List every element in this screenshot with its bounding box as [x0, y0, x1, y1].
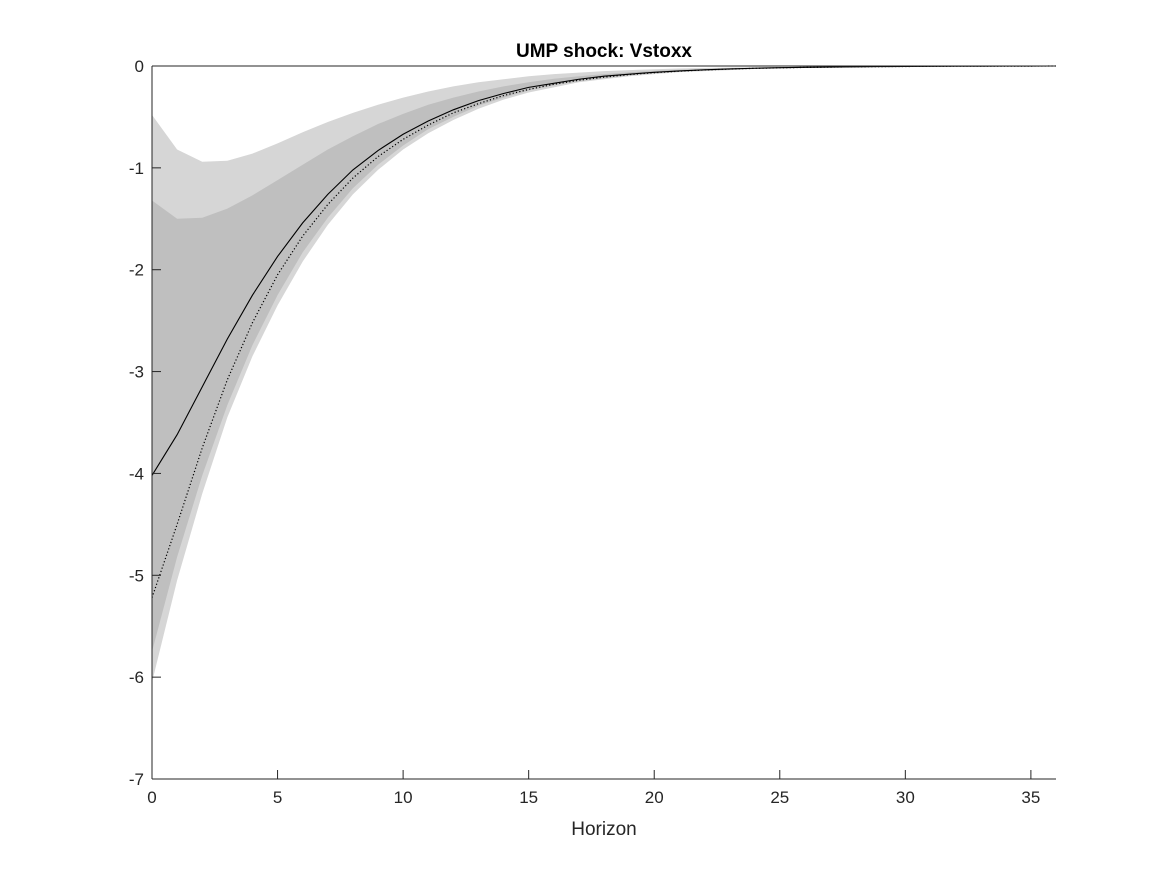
x-tick-label: 25	[770, 788, 789, 807]
x-tick-label: 30	[896, 788, 915, 807]
x-tick-label: 10	[394, 788, 413, 807]
y-tick-label: -7	[129, 770, 144, 789]
y-tick-label: -5	[129, 566, 144, 585]
y-tick-label: 0	[135, 57, 144, 76]
band-outer	[152, 66, 1056, 683]
x-tick-label: 20	[645, 788, 664, 807]
x-tick-label: 15	[519, 788, 538, 807]
dotted-response-line	[151, 65, 1057, 598]
y-tick-label: -4	[129, 464, 144, 483]
x-tick-label: 35	[1021, 788, 1040, 807]
x-tick-label: 5	[273, 788, 282, 807]
confidence-bands	[152, 66, 1056, 683]
chart-title: UMP shock: Vstoxx	[516, 41, 692, 62]
axes: 0 5 10 15 20 25 30 35 -7 -6 -5 -4 -3 -2 -1 0	[129, 57, 1056, 807]
y-tick-label: -3	[129, 363, 144, 382]
x-axis-label: Horizon	[571, 819, 636, 840]
y-tick-label: -6	[129, 668, 144, 687]
x-tick-label: 0	[147, 788, 156, 807]
y-tick-label: -2	[129, 261, 144, 280]
y-tick-label: -1	[129, 159, 144, 178]
